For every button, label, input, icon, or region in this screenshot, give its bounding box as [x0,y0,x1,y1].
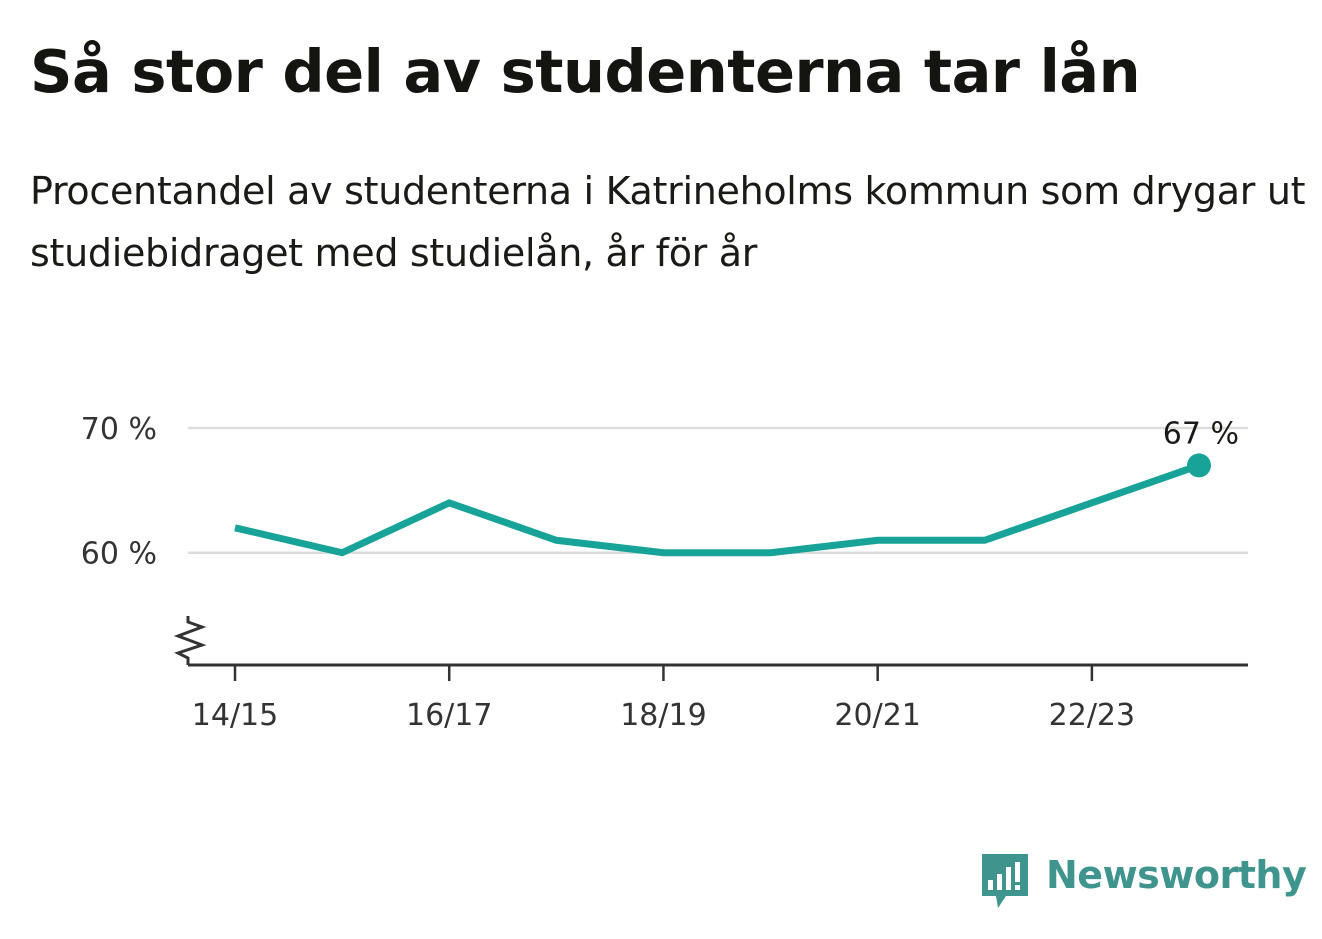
chart-subtitle: Procentandel av studenterna i Katrinehol… [30,169,1306,275]
series-line [234,462,1201,557]
chart-title: Så stor del av studenterna tar lån [30,37,1141,106]
newsworthy-logo: Newsworthy [980,848,1307,912]
last-value-point [1187,453,1211,478]
newsworthy-bar-chart-bubble-icon [982,854,1028,908]
x-axis-labels: 14/15 16/17 18/19 20/21 22/23 [192,698,1135,733]
y-axis-labels: 60 % 70 % [81,412,157,572]
x-tick-label: 16/17 [406,698,492,733]
last-value-label: 67 % [1163,416,1239,451]
x-tick-label: 20/21 [834,698,920,733]
x-axis [173,616,1248,681]
x-tick-label: 22/23 [1049,698,1135,733]
data-labels: 67 % [1163,416,1239,451]
axis-break-icon [173,616,207,665]
series-layer [234,453,1211,557]
y-tick-label: 60 % [81,537,157,572]
x-tick-label: 18/19 [620,698,706,733]
y-tick-label: 70 % [81,412,157,447]
brand-name: Newsworthy [1046,853,1307,897]
line-chart: 60 % 70 % 14/15 16/17 18/19 20/21 22/23 67 % [81,412,1248,733]
x-tick-label: 14/15 [192,698,278,733]
gridlines [188,426,1248,554]
